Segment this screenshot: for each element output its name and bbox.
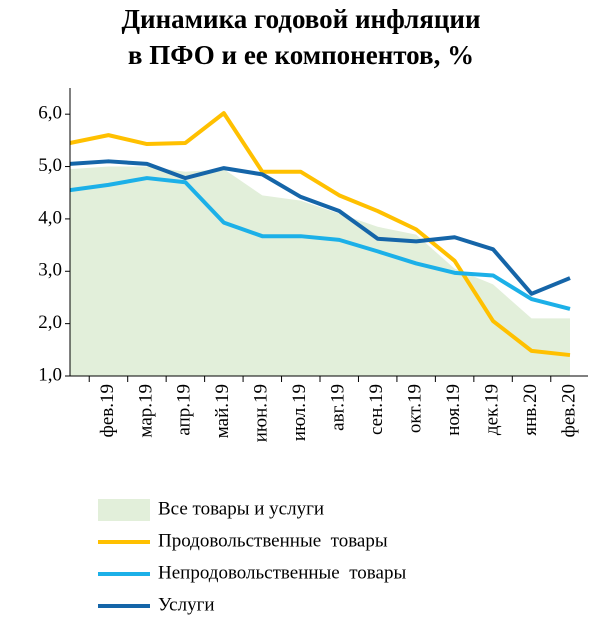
x-tick-label: авг.19 [328,384,349,431]
y-tick-label: 6,0 [38,103,62,124]
x-tick-label: янв.20 [520,384,541,436]
legend-label: Продовольственные товары [158,530,388,551]
x-tick-label: май.19 [212,384,233,438]
chart-title: Динамика годовой инфляции [121,4,480,34]
line [69,176,571,311]
x-tick-label: апр.19 [174,384,195,436]
x-tick-label: фев.19 [97,384,118,437]
line [69,111,571,358]
legend-label: Все товары и услуги [158,498,324,519]
chart-title: в ПФО и ее компонентов, % [128,40,474,70]
y-tick-label: 5,0 [38,155,62,176]
x-tick-label: ноя.19 [443,384,464,436]
x-tick-label: сен.19 [366,384,387,435]
y-tick-label: 1,0 [38,364,62,385]
x-tick-label: июл.19 [289,384,310,441]
y-tick-label: 3,0 [38,260,62,281]
x-tick-label: окт.19 [405,384,426,433]
legend-label: Непродовольственные товары [158,562,406,583]
x-tick-label: мар.19 [135,384,156,438]
x-tick-label: дек.19 [481,384,502,435]
x-tick-label: фев.20 [558,384,579,437]
legend-swatch [98,499,150,521]
x-tick-label: июн.19 [251,384,272,442]
y-tick-label: 2,0 [38,312,62,333]
y-tick-label: 4,0 [38,207,62,228]
legend-label: Услуги [158,594,215,615]
area [70,166,570,376]
line [69,159,571,296]
